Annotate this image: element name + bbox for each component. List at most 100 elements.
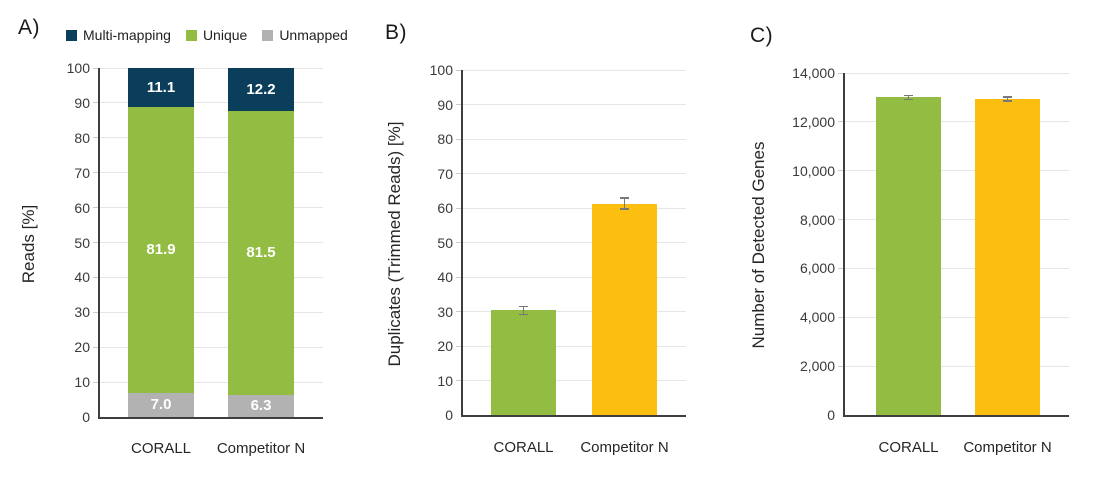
y-tick-label: 100: [429, 62, 453, 78]
gridline: [100, 67, 323, 69]
y-axis-tick: [93, 311, 98, 313]
y-axis-tick: [456, 276, 461, 278]
error-bar-line: [623, 197, 626, 210]
y-axis-tick: [838, 219, 843, 221]
bar-segment-unique: 81.5: [228, 110, 294, 395]
y-tick-label: 4,000: [799, 309, 835, 326]
category-label-competitor-n: Competitor N: [580, 439, 669, 456]
y-axis-tick: [838, 267, 843, 269]
y-axis-tick: [456, 345, 461, 347]
error-bar-cap-bottom: [519, 313, 528, 316]
gridline: [100, 137, 323, 139]
y-tick-label: 30: [74, 304, 90, 321]
error-bar-cap-bottom: [620, 208, 629, 210]
gridline: [100, 102, 323, 104]
y-axis-tick: [456, 207, 461, 209]
gridline: [845, 121, 1069, 123]
y-tick-label: 0: [82, 409, 90, 425]
bar-corall: [491, 310, 556, 415]
bar-segment-unmapped: 7.0: [128, 392, 194, 417]
y-axis-tick: [456, 380, 461, 381]
y-axis-tick: [456, 138, 461, 140]
gridline: [100, 242, 323, 243]
y-tick-label: 50: [437, 234, 453, 251]
gridline: [463, 104, 686, 105]
bar-competitor-n: [592, 203, 657, 415]
gridline: [845, 219, 1069, 221]
y-axis-tick: [93, 381, 98, 383]
y-tick-label: 50: [74, 234, 90, 251]
y-tick-label: 100: [66, 60, 90, 76]
y-axis-line: [98, 68, 100, 417]
bar-segment-unique: 81.9: [128, 106, 194, 393]
y-axis-tick: [456, 242, 461, 243]
error-bar-cap-bottom: [904, 98, 913, 101]
y-tick-label: 40: [437, 269, 453, 285]
error-bar-cap-top: [904, 94, 913, 97]
gridline: [100, 172, 323, 174]
x-axis-line: [98, 417, 323, 419]
bar-segment-multi-mapping: 11.1: [128, 68, 194, 107]
y-tick-label: 10: [437, 372, 453, 389]
y-axis-tick: [93, 137, 98, 139]
gridline: [463, 138, 686, 140]
legend-item-unmapped: Unmapped: [262, 27, 348, 43]
y-axis-tick: [93, 67, 98, 69]
legend-item-unique: Unique: [185, 27, 248, 43]
legend-label: Unique: [202, 27, 248, 43]
category-label-corall: CORALL: [878, 439, 939, 456]
legend-swatch-unique-icon: [185, 29, 197, 41]
y-axis-tick: [456, 69, 461, 71]
panel-label-b: B): [385, 21, 407, 44]
y-tick-label: 90: [437, 96, 453, 113]
gridline: [845, 267, 1069, 269]
legend-item-multi-mapping: Multi-mapping: [66, 27, 171, 43]
bar-value-label: 11.1: [146, 78, 176, 96]
error-bar-line: [522, 306, 525, 315]
bar-competitor-n: [975, 98, 1040, 415]
y-tick-label: 80: [437, 131, 453, 147]
y-axis-tick: [838, 365, 843, 367]
y-axis-tick: [838, 316, 843, 318]
y-tick-label: 30: [437, 303, 453, 320]
panel-label-a: A): [18, 16, 40, 39]
y-tick-label: 70: [74, 164, 90, 181]
gridline: [845, 170, 1069, 172]
error-bar-cap-top: [1003, 96, 1012, 98]
category-label-corall: CORALL: [130, 440, 192, 457]
gridline: [463, 345, 686, 347]
y-axis-tick: [93, 242, 98, 243]
x-axis-line: [461, 415, 686, 417]
y-axis-tick: [93, 102, 98, 104]
gridline: [463, 276, 686, 278]
gridline: [463, 207, 686, 209]
y-tick-label: 90: [74, 94, 90, 111]
legend-swatch-multi-mapping-icon: [66, 29, 77, 41]
y-tick-label: 10: [74, 374, 90, 391]
gridline: [100, 311, 323, 313]
y-axis-tick: [838, 72, 843, 74]
y-tick-label: 6,000: [799, 260, 835, 277]
y-axis-tick: [93, 207, 98, 209]
y-axis-tick: [456, 311, 461, 312]
x-axis-line: [843, 415, 1069, 417]
y-tick-label: 20: [437, 338, 453, 354]
category-label-competitor-n: Competitor N: [963, 439, 1052, 456]
bar-value-label: 81.9: [146, 241, 176, 259]
y-axis-tick: [93, 172, 98, 174]
y-axis-line: [843, 73, 845, 415]
error-bar-line: [1006, 96, 1009, 101]
gridline: [463, 242, 686, 243]
gridline: [463, 173, 686, 174]
gridline: [100, 276, 323, 278]
bar-value-label: 12.2: [246, 80, 276, 98]
legend-label: Multi-mapping: [83, 27, 171, 43]
bar-segment-multi-mapping: 12.2: [228, 68, 294, 111]
y-tick-label: 0: [827, 407, 835, 423]
y-axis-line: [461, 70, 463, 415]
y-axis-tick: [838, 121, 843, 123]
y-axis-tick: [93, 346, 98, 348]
